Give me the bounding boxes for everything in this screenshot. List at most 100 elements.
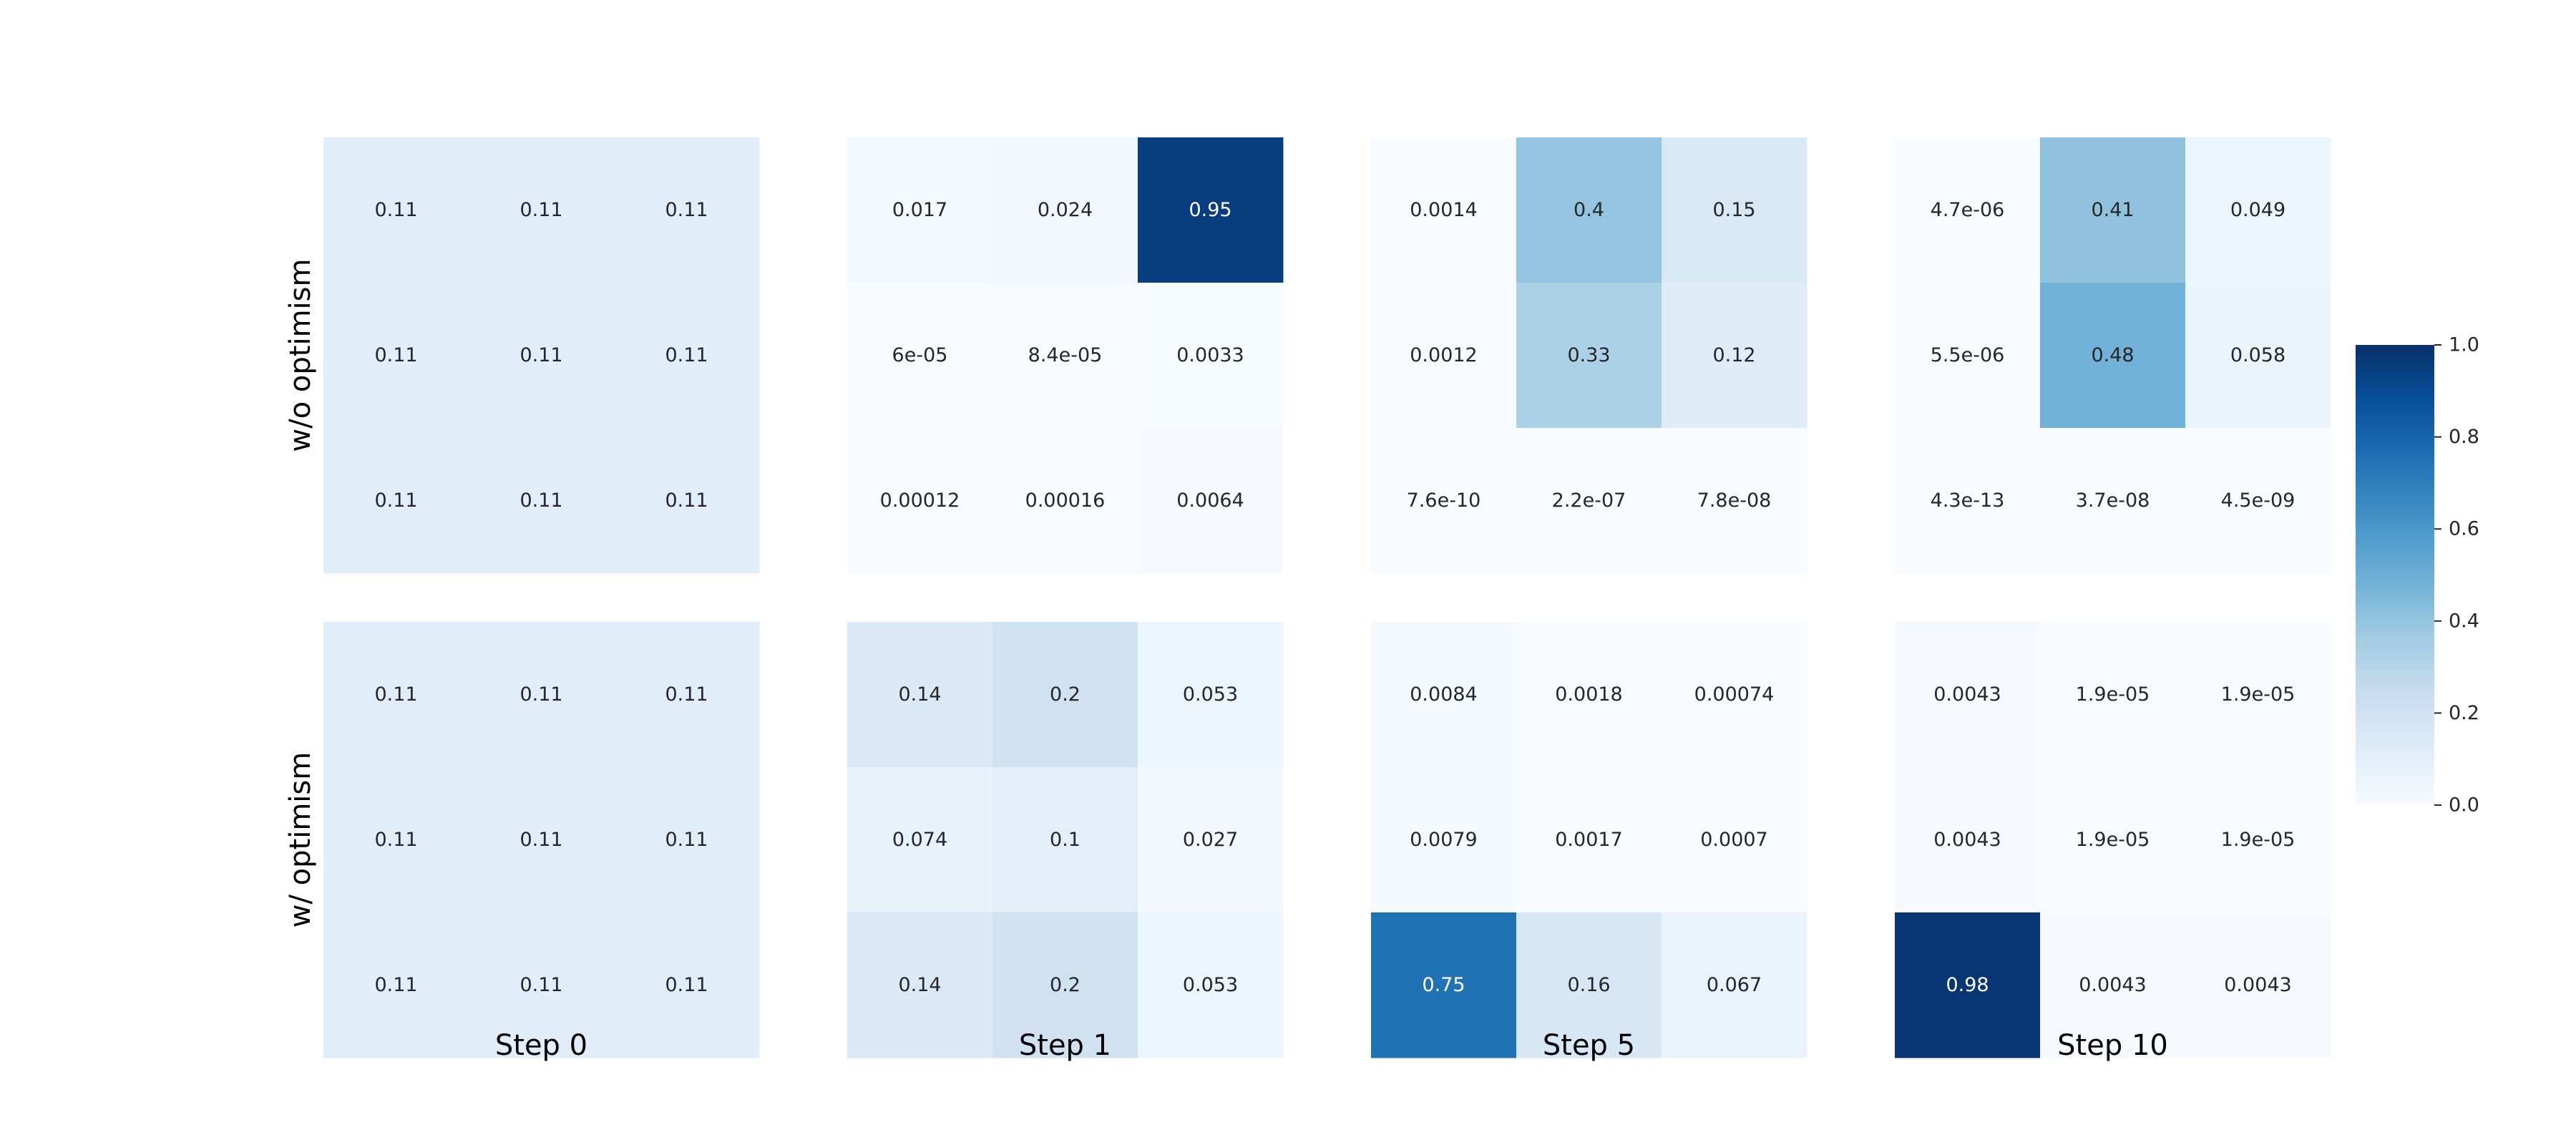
cell-value-label: 0.0043 (2079, 974, 2146, 996)
cell-value-label: 0.98 (1946, 974, 1989, 996)
heatmap-cell (323, 767, 469, 913)
cell-value-label: 0.0033 (1176, 344, 1244, 366)
cell-value-label: 4.7e-06 (1931, 199, 2005, 221)
cell-value-label: 0.0017 (1555, 829, 1622, 851)
cell-value-label: 8.4e-05 (1028, 344, 1103, 366)
cell-value-label: 0.12 (1712, 344, 1755, 366)
cell-value-label: 0.16 (1567, 974, 1610, 996)
heatmap-cell (614, 622, 760, 768)
heatmap-cell (1516, 912, 1662, 1058)
cell-value-label: 3.7e-08 (2076, 489, 2150, 512)
heatmap-cell (847, 912, 993, 1058)
heatmap-cell (323, 428, 469, 574)
heatmap-cell (992, 767, 1138, 913)
heatmap-cell (1895, 622, 2041, 768)
cell-value-label: 0.0079 (1410, 829, 1477, 851)
cell-value-label: 0.0043 (1933, 829, 2001, 851)
cell-value-label: 1.9e-05 (2076, 683, 2150, 706)
heatmap-cell (2040, 767, 2186, 913)
heatmap-cell (2040, 622, 2186, 768)
heatmap-cell (2040, 137, 2186, 283)
cell-value-label: 0.41 (2091, 199, 2134, 221)
heatmap-cell (614, 428, 760, 574)
row-label: w/o optimism (284, 259, 317, 452)
heatmap-cell (1662, 428, 1807, 574)
heatmap-cell (847, 767, 993, 913)
heatmap-cell (992, 283, 1138, 429)
heatmap-cell (323, 912, 469, 1058)
heatmap-cell (2185, 912, 2331, 1058)
heatmap-cell (1516, 283, 1662, 429)
heatmap-cell (2040, 428, 2186, 574)
cell-value-label: 0.11 (519, 489, 562, 512)
cell-value-label: 0.11 (519, 344, 562, 366)
cell-value-label: 0.11 (519, 974, 562, 996)
cell-value-label: 0.049 (2230, 199, 2285, 221)
heatmap-cell (1138, 428, 1284, 574)
heatmap-cell (1516, 428, 1662, 574)
heatmap-cell (614, 767, 760, 913)
heatmap-cell (847, 428, 993, 574)
heatmap-cell (1371, 137, 1517, 283)
heatmap-cell (1138, 767, 1284, 913)
heatmap-cell (1516, 622, 1662, 768)
cell-value-label: 0.11 (519, 683, 562, 706)
heatmap-cell (469, 767, 615, 913)
colorbar-tick-label: 0.2 (2449, 702, 2479, 724)
heatmap-cell (2040, 283, 2186, 429)
cell-value-label: 0.074 (892, 829, 947, 851)
heatmap-cell (847, 137, 993, 283)
cell-value-label: 0.11 (374, 489, 417, 512)
heatmap-panel-0-2: 0.0014 0.4 0.15 0.0012 0.33 0.12 7.6e-10 2.2e-0… (1371, 137, 1807, 574)
cell-value-label: 7.8e-08 (1697, 489, 1772, 512)
cell-value-label: 0.00016 (1025, 489, 1106, 512)
heatmap-cell (469, 137, 615, 283)
colorbar (2356, 345, 2434, 805)
heatmap-cell (1371, 767, 1517, 913)
heatmap-cell (847, 622, 993, 768)
heatmap-cell (1371, 428, 1517, 574)
cell-value-label: 0.14 (898, 683, 941, 706)
heatmap-cell (1138, 283, 1284, 429)
cell-value-label: 2.2e-07 (1552, 489, 1626, 512)
cell-value-label: 0.017 (892, 199, 947, 221)
cell-value-label: 0.1 (1050, 829, 1080, 851)
heatmap-cell (1895, 283, 2041, 429)
heatmap-cell (1138, 912, 1284, 1058)
heatmap-cell (614, 137, 760, 283)
heatmap-cell (2185, 137, 2331, 283)
heatmap-cell (2040, 912, 2186, 1058)
cell-value-label: 1.9e-05 (2076, 829, 2150, 851)
cell-value-label: 0.0084 (1410, 683, 1477, 706)
column-label: Step 10 (2057, 1029, 2168, 1062)
heatmap-cell (1662, 622, 1807, 768)
column-label: Step 1 (1019, 1029, 1111, 1062)
heatmap-cell (1138, 137, 1284, 283)
heatmap-cell (1371, 912, 1517, 1058)
heatmap-cell (2185, 283, 2331, 429)
heatmap-panel-1-3: 0.0043 1.9e-05 1.9e-05 0.0043 1.9e-05 1.9e-05… (1895, 622, 2331, 1058)
cell-value-label: 0.027 (1183, 829, 1238, 851)
heatmap-cell (1516, 767, 1662, 913)
cell-value-label: 0.053 (1183, 683, 1238, 706)
cell-value-label: 0.0064 (1176, 489, 1244, 512)
heatmap-cell (992, 622, 1138, 768)
cell-value-label: 0.053 (1183, 974, 1238, 996)
cell-value-label: 0.067 (1707, 974, 1762, 996)
colorbar-tick-label: 0.8 (2449, 426, 2479, 448)
cell-value-label: 0.11 (665, 199, 708, 221)
heatmap-cell (992, 137, 1138, 283)
cell-value-label: 0.11 (665, 829, 708, 851)
cell-value-label: 0.15 (1712, 199, 1755, 221)
heatmap-cell (1895, 428, 2041, 574)
cell-value-label: 0.14 (898, 974, 941, 996)
heatmap-cell (847, 283, 993, 429)
cell-value-label: 0.11 (665, 683, 708, 706)
cell-value-label: 0.11 (665, 974, 708, 996)
cell-value-label: 5.5e-06 (1931, 344, 2005, 366)
heatmap-cell (1895, 137, 2041, 283)
heatmap-panel-1-1: 0.14 0.2 0.053 0.074 0.1 0.027 0.14 0.2 0.053 (847, 622, 1284, 1058)
column-label: Step 0 (495, 1029, 587, 1062)
colorbar-tick-label: 0.0 (2449, 794, 2479, 817)
